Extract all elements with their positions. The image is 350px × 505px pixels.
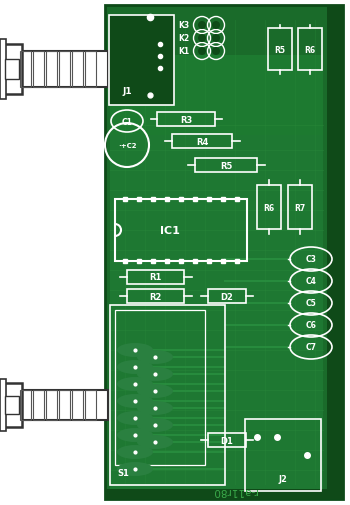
- Ellipse shape: [117, 445, 153, 459]
- Text: C6: C6: [306, 321, 316, 330]
- Ellipse shape: [117, 411, 153, 425]
- Bar: [127, 289, 184, 304]
- Text: R5: R5: [220, 161, 232, 170]
- Bar: [110, 136, 323, 489]
- Bar: [46, 390, 57, 420]
- Bar: [115, 199, 247, 262]
- Bar: [5, 60, 19, 80]
- Bar: [115, 311, 205, 465]
- Text: R6: R6: [264, 203, 274, 212]
- Text: D1: D1: [220, 436, 233, 444]
- Bar: [5, 396, 19, 414]
- Bar: [18, 52, 108, 88]
- Ellipse shape: [137, 418, 173, 432]
- Text: C4: C4: [306, 277, 316, 286]
- Ellipse shape: [212, 22, 220, 30]
- Text: R5: R5: [274, 45, 286, 55]
- Bar: [59, 52, 70, 88]
- Ellipse shape: [198, 22, 206, 30]
- Bar: [327, 6, 343, 499]
- Text: C7: C7: [306, 343, 316, 352]
- Text: R3: R3: [180, 115, 192, 124]
- Ellipse shape: [117, 377, 153, 391]
- Bar: [2, 383, 22, 427]
- Text: C3: C3: [306, 255, 316, 264]
- Bar: [245, 419, 321, 491]
- Text: R2: R2: [149, 292, 162, 301]
- Bar: [33, 52, 44, 88]
- Bar: [46, 52, 57, 88]
- Ellipse shape: [137, 401, 173, 415]
- Ellipse shape: [117, 394, 153, 408]
- Bar: [172, 135, 232, 148]
- Text: R6: R6: [304, 45, 316, 55]
- Bar: [20, 52, 31, 88]
- Ellipse shape: [117, 462, 153, 476]
- Text: R4: R4: [196, 137, 208, 146]
- Bar: [110, 306, 225, 485]
- Bar: [72, 390, 83, 420]
- Bar: [0, 379, 6, 431]
- Text: r-a11r80: r-a11r80: [213, 485, 257, 495]
- Ellipse shape: [198, 35, 206, 43]
- Ellipse shape: [137, 384, 173, 398]
- Text: IC1: IC1: [160, 226, 180, 235]
- Text: K2: K2: [178, 33, 189, 42]
- Ellipse shape: [137, 367, 173, 381]
- Text: J1: J1: [122, 86, 132, 95]
- Text: K3: K3: [178, 21, 189, 29]
- Bar: [72, 52, 83, 88]
- Ellipse shape: [137, 350, 173, 364]
- Bar: [105, 6, 343, 499]
- Bar: [105, 489, 343, 499]
- Bar: [0, 40, 6, 100]
- Bar: [85, 390, 96, 420]
- Bar: [257, 186, 281, 230]
- Bar: [157, 113, 215, 127]
- Bar: [85, 52, 96, 88]
- Ellipse shape: [198, 48, 206, 56]
- Bar: [268, 29, 292, 71]
- Text: C5: C5: [306, 299, 316, 308]
- Text: K1: K1: [178, 46, 189, 56]
- Ellipse shape: [117, 343, 153, 358]
- Bar: [110, 56, 323, 136]
- Ellipse shape: [117, 360, 153, 374]
- Bar: [127, 271, 184, 284]
- Bar: [33, 390, 44, 420]
- Bar: [20, 390, 31, 420]
- Text: R1: R1: [149, 273, 162, 282]
- Ellipse shape: [137, 435, 173, 449]
- Bar: [208, 433, 246, 447]
- Ellipse shape: [212, 48, 220, 56]
- Text: D2: D2: [220, 292, 233, 301]
- Ellipse shape: [212, 35, 220, 43]
- Text: C1: C1: [121, 117, 132, 126]
- Bar: [298, 29, 322, 71]
- Bar: [195, 159, 257, 173]
- Bar: [18, 390, 108, 420]
- Bar: [0, 0, 107, 505]
- Text: J2: J2: [279, 475, 287, 484]
- Bar: [109, 16, 174, 106]
- Ellipse shape: [117, 428, 153, 442]
- Bar: [2, 45, 22, 95]
- Text: R7: R7: [294, 203, 306, 212]
- Bar: [59, 390, 70, 420]
- Text: S1: S1: [117, 469, 129, 478]
- Text: ·+C2: ·+C2: [118, 143, 136, 148]
- Bar: [288, 186, 312, 230]
- Bar: [208, 289, 246, 304]
